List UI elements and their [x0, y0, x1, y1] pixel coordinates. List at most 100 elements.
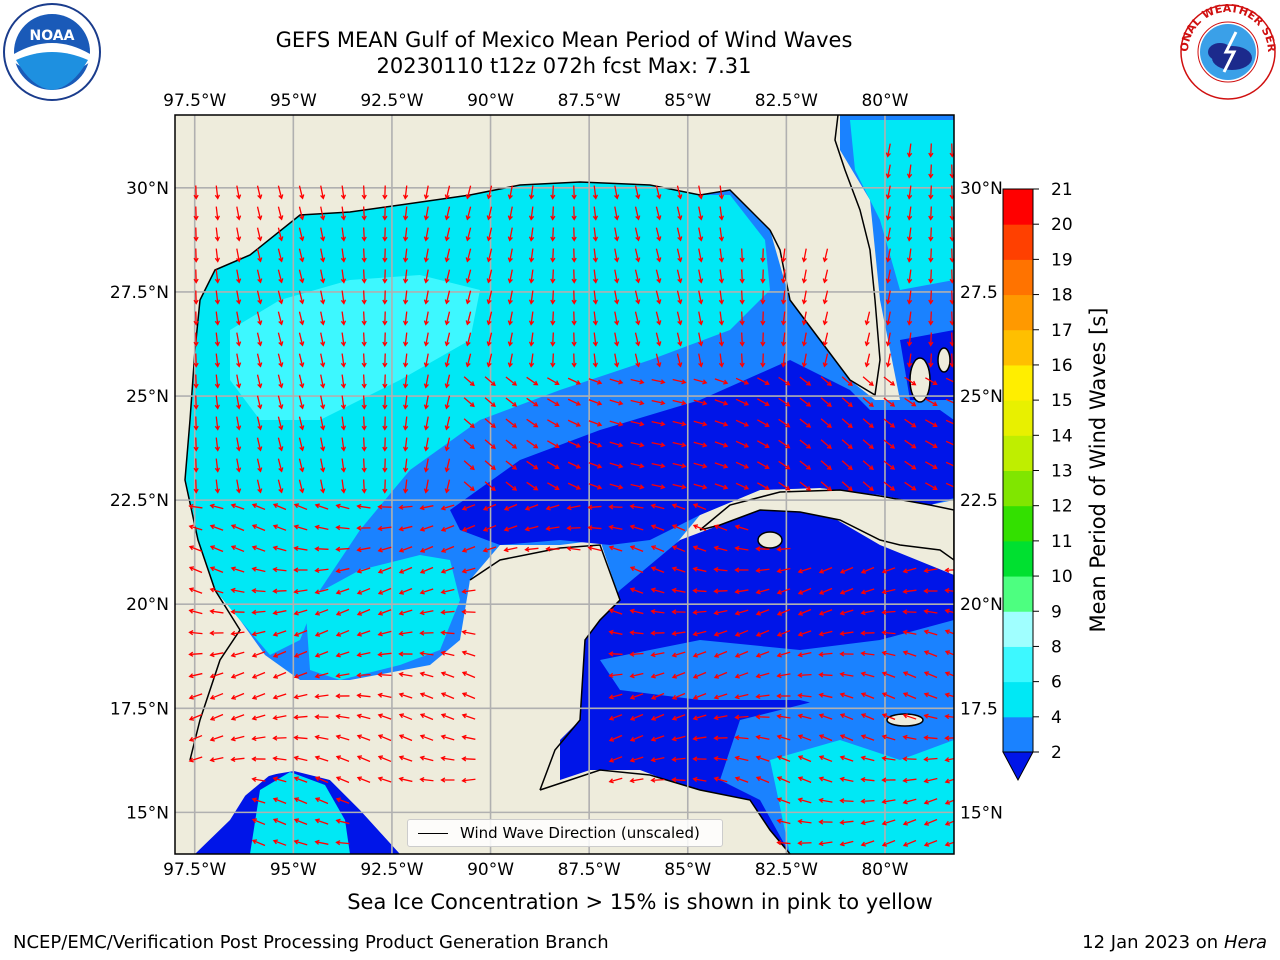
wave-direction-arrow	[734, 755, 749, 762]
lat-tick-right: 15°N	[960, 803, 1003, 823]
wave-direction-arrow	[528, 185, 535, 200]
wave-direction-arrow	[293, 735, 308, 741]
wave-direction-arrow	[776, 755, 791, 763]
date-stamp: 12 Jan 2023 on Hera	[1082, 932, 1267, 953]
wave-direction-arrow	[592, 290, 599, 305]
wave-direction-arrow	[550, 185, 556, 200]
colorbar-swatch	[1003, 540, 1033, 577]
wave-direction-arrow	[860, 630, 875, 636]
lat-tick-right: 27.5	[960, 283, 998, 303]
wave-direction-arrow	[486, 185, 493, 200]
wave-direction-arrow	[403, 437, 409, 452]
wave-direction-arrow	[945, 482, 954, 490]
wave-direction-arrow	[650, 735, 665, 742]
wave-direction-arrow	[524, 546, 539, 552]
wave-direction-arrow	[444, 290, 451, 305]
wave-direction-arrow	[609, 420, 624, 427]
wave-direction-arrow	[403, 479, 409, 494]
wave-direction-arrow	[484, 439, 496, 450]
wave-direction-arrow	[377, 713, 392, 720]
wave-direction-arrow	[734, 693, 749, 700]
wave-direction-arrow	[277, 458, 284, 473]
wave-direction-arrow	[692, 609, 707, 615]
wave-direction-arrow	[230, 587, 245, 593]
wave-direction-arrow	[906, 185, 913, 200]
wave-direction-arrow	[902, 650, 917, 657]
wave-direction-arrow	[377, 776, 392, 783]
wave-direction-arrow	[340, 395, 347, 410]
wave-direction-arrow	[799, 397, 812, 407]
wave-direction-arrow	[735, 377, 750, 385]
wave-direction-arrow	[230, 672, 245, 679]
wave-direction-arrow	[883, 460, 896, 470]
wave-direction-arrow	[423, 374, 429, 389]
wave-direction-arrow	[801, 353, 807, 368]
wave-direction-arrow	[860, 566, 875, 574]
wave-direction-arrow	[820, 439, 832, 450]
lat-tick-right: 20°N	[960, 595, 1003, 615]
wave-direction-arrow	[298, 248, 305, 263]
wave-direction-arrow	[760, 269, 766, 284]
colorbar-tick-label: 12	[1051, 497, 1073, 517]
wave-direction-arrow	[230, 545, 245, 553]
wave-direction-arrow	[698, 248, 704, 263]
wave-direction-arrow	[650, 652, 665, 658]
wave-direction-arrow	[629, 734, 644, 742]
wave-direction-arrow	[906, 143, 913, 158]
wave-direction-arrow	[209, 672, 224, 679]
lat-tick-right: 22.5	[960, 491, 998, 511]
wave-direction-arrow	[928, 227, 934, 242]
wave-direction-arrow	[314, 714, 329, 720]
wave-direction-arrow	[298, 185, 305, 200]
wave-direction-arrow	[692, 671, 707, 679]
wave-direction-arrow	[298, 290, 305, 305]
wave-direction-arrow	[608, 714, 623, 721]
wave-direction-arrow	[881, 588, 896, 595]
wave-direction-arrow	[925, 377, 938, 385]
wave-direction-arrow	[193, 374, 199, 389]
wave-direction-arrow	[361, 479, 367, 494]
wave-direction-arrow	[906, 206, 913, 221]
wave-direction-arrow	[377, 692, 392, 699]
wave-direction-arrow	[650, 672, 665, 679]
wave-direction-arrow	[797, 797, 812, 804]
wave-direction-arrow	[945, 398, 954, 406]
wave-direction-arrow	[340, 311, 347, 326]
wave-direction-arrow	[634, 206, 641, 221]
wave-direction-arrow	[650, 503, 665, 510]
wave-direction-arrow	[320, 269, 326, 284]
wave-direction-arrow	[236, 353, 242, 368]
wave-direction-arrow	[734, 672, 749, 679]
wave-direction-arrow	[444, 353, 451, 368]
wave-direction-arrow	[925, 398, 938, 406]
wave-direction-arrow	[335, 608, 350, 616]
wave-direction-arrow	[776, 776, 791, 784]
wave-direction-arrow	[230, 651, 245, 658]
wave-direction-arrow	[928, 332, 934, 347]
wave-direction-arrow	[944, 692, 954, 698]
wave-direction-arrow	[486, 227, 493, 242]
wave-direction-arrow	[251, 609, 266, 615]
wave-direction-arrow	[650, 566, 665, 573]
wave-direction-arrow	[592, 206, 599, 221]
wave-direction-arrow	[650, 545, 665, 553]
wave-direction-arrow	[356, 630, 371, 637]
wave-direction-arrow	[629, 713, 644, 721]
wave-direction-arrow	[776, 608, 791, 616]
wave-direction-arrow	[799, 460, 812, 470]
wave-direction-arrow	[676, 227, 683, 242]
wave-direction-arrow	[419, 692, 434, 699]
wave-direction-arrow	[671, 503, 686, 510]
wave-direction-arrow	[718, 206, 725, 221]
wave-direction-arrow	[650, 587, 665, 594]
wave-direction-arrow	[528, 311, 535, 326]
wave-direction-arrow	[650, 757, 665, 763]
wave-direction-arrow	[841, 460, 853, 471]
wave-direction-arrow	[778, 418, 791, 428]
map-panel	[175, 115, 954, 854]
wave-direction-arrow	[629, 756, 644, 763]
wave-direction-arrow	[293, 650, 308, 658]
wave-direction-arrow	[320, 416, 326, 431]
wave-direction-arrow	[503, 525, 518, 532]
wave-direction-arrow	[214, 269, 220, 284]
